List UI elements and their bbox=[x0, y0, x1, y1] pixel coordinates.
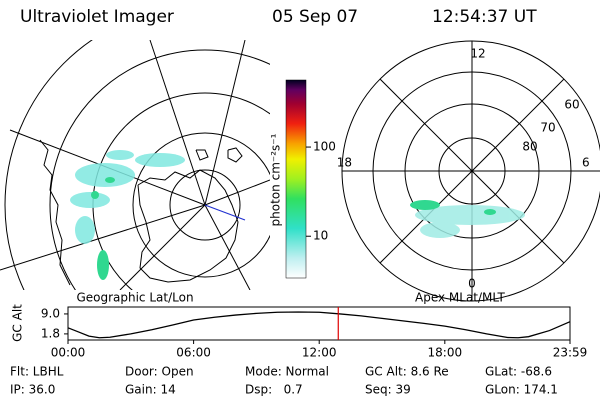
altitude-line bbox=[67, 311, 571, 339]
x-tick-label: 00:00 bbox=[51, 346, 86, 360]
lat-label: 60 bbox=[564, 98, 579, 112]
info-field: GC Alt: 8.6 Re bbox=[365, 365, 449, 379]
polar-label: Apex MLat/MLT bbox=[415, 291, 505, 305]
mlt-label: 12 bbox=[470, 47, 485, 61]
info-field: GLon: 174.1 bbox=[485, 383, 558, 397]
info-field: GLat: -68.6 bbox=[485, 365, 552, 379]
colorbar-tick-label: 100 bbox=[313, 140, 336, 154]
time: 12:54:37 UT bbox=[432, 7, 537, 27]
colorbar-label: photon cm⁻²s⁻¹ bbox=[269, 133, 283, 226]
info-field: IP: 36.0 bbox=[10, 383, 55, 397]
polar-aurora bbox=[410, 200, 525, 238]
info-field: Mode: Normal bbox=[245, 365, 329, 379]
title: Ultraviolet Imager bbox=[20, 7, 174, 27]
mlt-label: 6 bbox=[582, 156, 590, 170]
geo-label: Geographic Lat/Lon bbox=[76, 291, 193, 305]
x-tick-label: 12:00 bbox=[302, 346, 337, 360]
info-field: Door: Open bbox=[125, 365, 194, 379]
polar-grid bbox=[341, 40, 600, 302]
info-field: Flt: LBHL bbox=[10, 365, 64, 379]
y-axis-title: GC Alt bbox=[11, 304, 25, 342]
colorbar-tick-label: 10 bbox=[313, 229, 328, 243]
x-tick-label: 18:00 bbox=[428, 346, 463, 360]
y-tick-label: 1.8 bbox=[41, 326, 60, 340]
y-tick-label: 9.0 bbox=[41, 306, 60, 320]
geo-map bbox=[0, 40, 270, 290]
x-tick-label: 23:59 bbox=[553, 346, 588, 360]
alt-chart: 9.0 1.8 00:00 06:00 12:00 18:00 23:59 bbox=[41, 306, 587, 359]
lat-label: 70 bbox=[540, 121, 555, 135]
lat-label: 80 bbox=[522, 140, 537, 154]
info-field: Seq: 39 bbox=[365, 383, 411, 397]
colorbar-ticks: 10 100 bbox=[306, 140, 336, 243]
mlt-label: 0 bbox=[468, 277, 476, 291]
x-tick-label: 06:00 bbox=[176, 346, 211, 360]
info-panel: Flt: LBHL Door: Open Mode: Normal GC Alt: 8… bbox=[10, 365, 558, 397]
date: 05 Sep 07 bbox=[272, 7, 358, 27]
info-field: Gain: 14 bbox=[125, 383, 176, 397]
colorbar bbox=[285, 79, 307, 279]
info-field: Dsp: 0.7 bbox=[245, 383, 303, 397]
mlt-label: 18 bbox=[337, 156, 352, 170]
